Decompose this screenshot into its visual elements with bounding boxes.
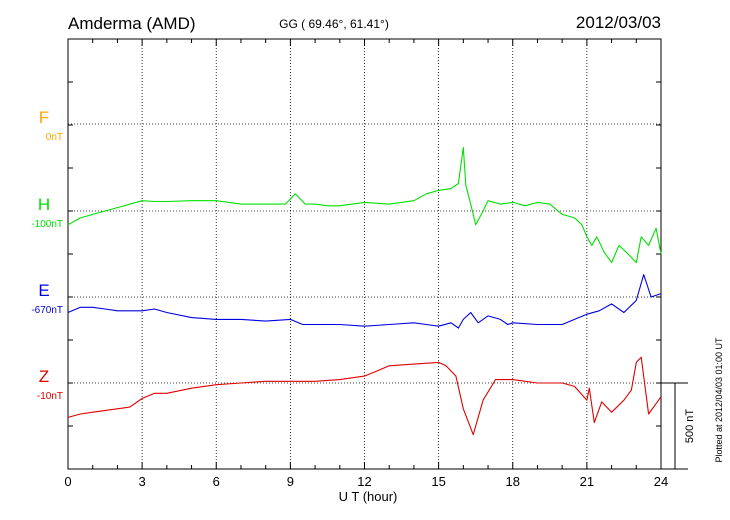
series-line-Z bbox=[67, 356, 662, 436]
x-tick-label: 24 bbox=[654, 474, 668, 489]
station-title: Amderma (AMD) bbox=[68, 14, 196, 33]
series-offset-label: -670nT bbox=[31, 305, 63, 316]
plot-date: 2012/03/03 bbox=[576, 13, 661, 32]
series-name-label: F bbox=[39, 108, 49, 127]
x-tick-label: 15 bbox=[431, 474, 445, 489]
x-axis-label: U T (hour) bbox=[339, 489, 398, 504]
plotted-at-note: Plotted at 2012/04/03 01:00 UT bbox=[714, 337, 724, 463]
series-name-label: E bbox=[38, 281, 49, 300]
x-tick-label: 3 bbox=[139, 474, 146, 489]
series-line-E bbox=[67, 274, 662, 329]
x-tick-label: 21 bbox=[580, 474, 594, 489]
x-tick-label: 9 bbox=[287, 474, 294, 489]
scale-bar-label: 500 nT bbox=[684, 409, 696, 444]
series-name-label: H bbox=[38, 195, 50, 214]
geographic-coordinates: GG ( 69.46°, 61.41°) bbox=[279, 17, 389, 31]
series-lines bbox=[67, 146, 662, 436]
plot-frame bbox=[67, 38, 662, 470]
series-offset-label: 0nT bbox=[46, 132, 63, 143]
x-tick-label: 12 bbox=[357, 474, 371, 489]
grid-lines bbox=[68, 39, 661, 469]
axis-ticks bbox=[67, 39, 662, 469]
series-line-H bbox=[67, 146, 662, 264]
x-tick-labels: 0 3 6 9 12 15 18 21 24 bbox=[64, 474, 668, 489]
x-tick-label: 6 bbox=[213, 474, 220, 489]
series-labels: F 0nT H -100nT E -670nT Z -10nT bbox=[31, 108, 63, 402]
series-offset-label: -10nT bbox=[37, 391, 63, 402]
x-tick-label: 0 bbox=[64, 474, 71, 489]
x-tick-label: 18 bbox=[506, 474, 520, 489]
scale-bar: 500 nT bbox=[661, 382, 696, 470]
series-name-label: Z bbox=[39, 367, 49, 386]
series-offset-label: -100nT bbox=[31, 219, 63, 230]
